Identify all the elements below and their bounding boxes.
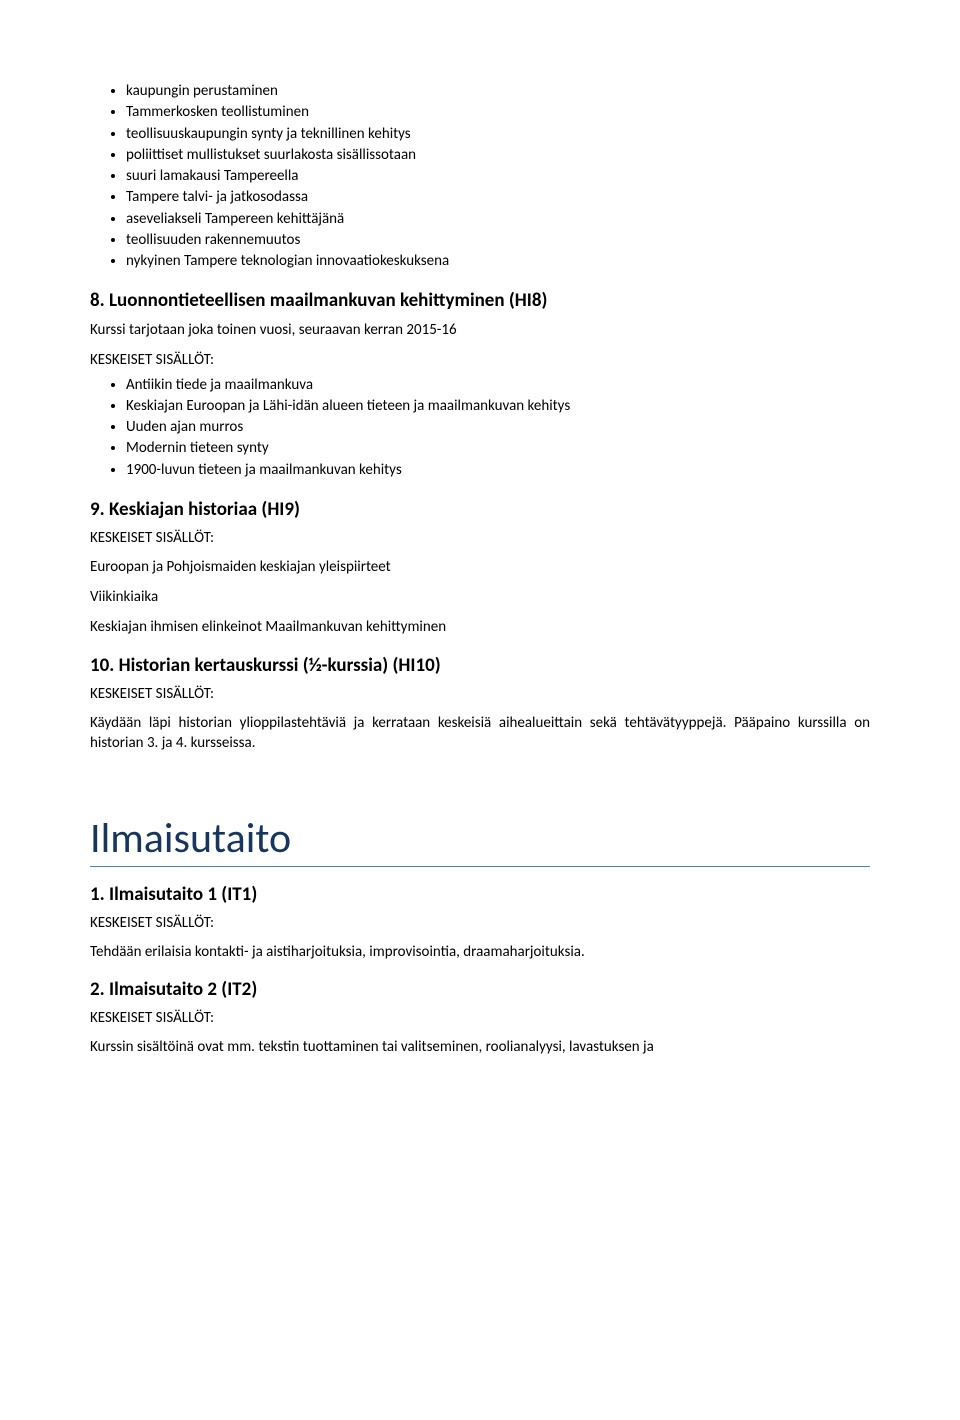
section-10-heading: 10. Historian kertauskurssi (1⁄2-kurssia… [90,654,870,677]
it2-heading: 2. Ilmaisutaito 2 (IT2) [90,978,870,1001]
section-10-p1: Käydään läpi historian ylioppilastehtävi… [90,713,870,754]
it1-label: KESKEISET SISÄLLÖT: [90,914,870,932]
section-8-heading: 8. Luonnontieteellisen maailmankuvan keh… [90,289,870,312]
list-item: Tampere talvi- ja jatkosodassa [126,187,870,207]
section-9-p3: Keskiajan ihmisen elinkeinot Maailmankuv… [90,617,870,637]
section-9-p2: Viikinkiaika [90,587,870,607]
list-item: suuri lamakausi Tampereella [126,166,870,186]
document-page: kaupungin perustaminen Tammerkosken teol… [0,0,960,1128]
list-item: Tammerkosken teollistuminen [126,102,870,122]
list-item: Uuden ajan murros [126,417,870,437]
list-item: aseveliakseli Tampereen kehittäjänä [126,209,870,229]
it2-label: KESKEISET SISÄLLÖT: [90,1009,870,1027]
ilmaisutaito-title: Ilmaisutaito [90,813,870,867]
list-item: teollisuuskaupungin synty ja teknillinen… [126,124,870,144]
section-9-p1: Euroopan ja Pohjoismaiden keskiajan ylei… [90,557,870,577]
section-8-note: Kurssi tarjotaan joka toinen vuosi, seur… [90,320,870,340]
section-8-label: KESKEISET SISÄLLÖT: [90,351,870,369]
list-item: 1900-luvun tieteen ja maailmankuvan kehi… [126,460,870,480]
it1-heading: 1. Ilmaisutaito 1 (IT1) [90,883,870,906]
section-9-label: KESKEISET SISÄLLÖT: [90,529,870,547]
list-item: poliittiset mullistukset suurlakosta sis… [126,145,870,165]
list-item: teollisuuden rakennemuutos [126,230,870,250]
it1-p1: Tehdään erilaisia kontakti- ja aistiharj… [90,942,870,962]
list-item: Antiikin tiede ja maailmankuva [126,375,870,395]
section-10-label: KESKEISET SISÄLLÖT: [90,685,870,703]
list-item: Modernin tieteen synty [126,438,870,458]
list-item: Keskiajan Euroopan ja Lähi-idän alueen t… [126,396,870,416]
it2-p1: Kurssin sisältöinä ovat mm. tekstin tuot… [90,1037,870,1057]
section-8-bullets: Antiikin tiede ja maailmankuva Keskiajan… [90,375,870,480]
list-item: nykyinen Tampere teknologian innovaatiok… [126,251,870,271]
list-item: kaupungin perustaminen [126,81,870,101]
section-9-heading: 9. Keskiajan historiaa (HI9) [90,498,870,521]
top-bullet-list: kaupungin perustaminen Tammerkosken teol… [90,81,870,271]
